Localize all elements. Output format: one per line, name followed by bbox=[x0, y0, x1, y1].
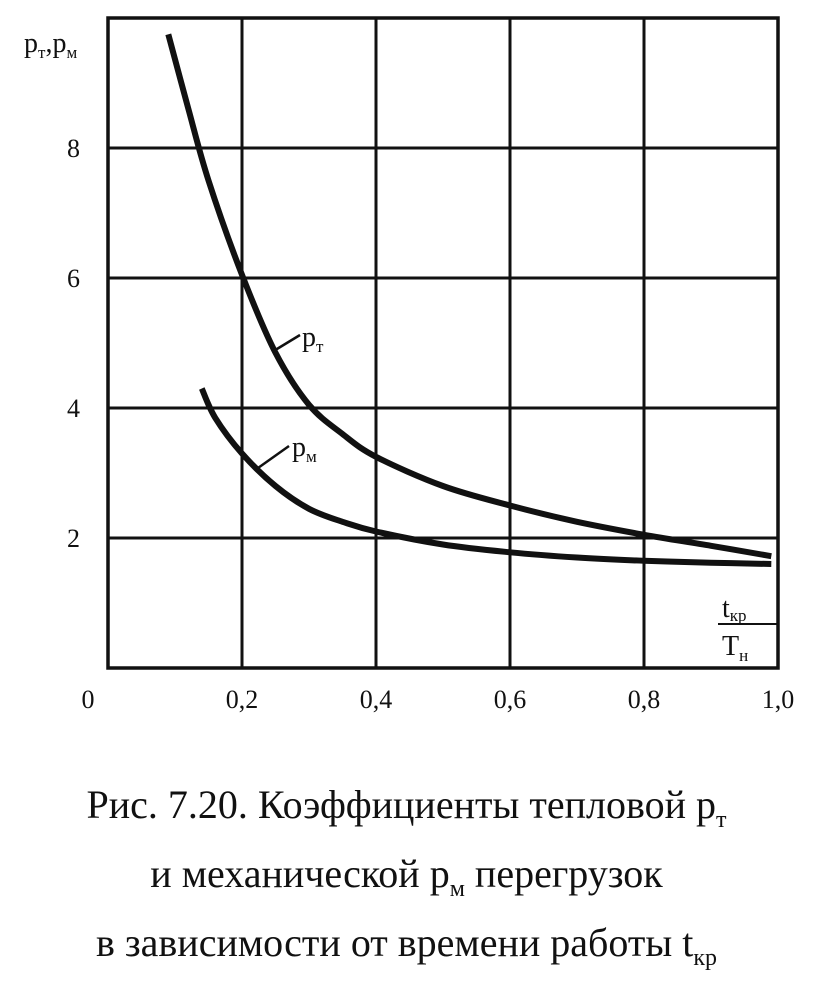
x-tick-label: 1,0 bbox=[762, 685, 795, 714]
series-label-pm-leader bbox=[257, 444, 290, 470]
x-tick-label: 0,8 bbox=[628, 685, 661, 714]
chart: 0 0,2 0,4 0,6 0,8 1,0 2 4 6 8 pт,pм tкр Tн pт pм bbox=[24, 16, 795, 714]
y-tick-label: 6 bbox=[67, 264, 80, 293]
y-tick-label: 2 bbox=[67, 524, 80, 553]
plot-frame bbox=[106, 16, 780, 670]
caption-line-1: Рис. 7.20. Коэффициенты тепловой pт bbox=[86, 782, 727, 833]
series-label-pm: pм bbox=[292, 432, 317, 466]
x-tick-label: 0,2 bbox=[226, 685, 259, 714]
x-axis-label: tкр Tн bbox=[718, 593, 778, 665]
series-layer bbox=[165, 33, 772, 567]
x-tick-labels: 0 0,2 0,4 0,6 0,8 1,0 bbox=[82, 685, 795, 714]
y-axis-label: pт,pм bbox=[24, 28, 77, 62]
y-tick-label: 4 bbox=[67, 394, 80, 423]
y-tick-labels: 2 4 6 8 bbox=[67, 134, 80, 553]
series-line-pm bbox=[199, 387, 772, 567]
y-tick-label: 8 bbox=[67, 134, 80, 163]
x-axis-label-denominator: Tн bbox=[722, 631, 748, 665]
x-tick-label: 0,4 bbox=[360, 685, 393, 714]
figure-caption: Рис. 7.20. Коэффициенты тепловой pт и ме… bbox=[0, 778, 813, 985]
caption-line-2: и механической pм перегрузок bbox=[150, 851, 663, 902]
series-label-pt: pт bbox=[302, 322, 324, 356]
series-line-pt bbox=[165, 33, 772, 560]
grid bbox=[108, 18, 778, 668]
series-label-pt-leader bbox=[271, 333, 301, 354]
x-tick-label: 0,6 bbox=[494, 685, 527, 714]
x-axis-label-numerator: tкр bbox=[722, 593, 747, 625]
x-tick-label: 0 bbox=[82, 685, 95, 714]
caption-line-3: в зависимости от времени работы tкр bbox=[95, 920, 718, 971]
plot-border bbox=[106, 16, 780, 670]
